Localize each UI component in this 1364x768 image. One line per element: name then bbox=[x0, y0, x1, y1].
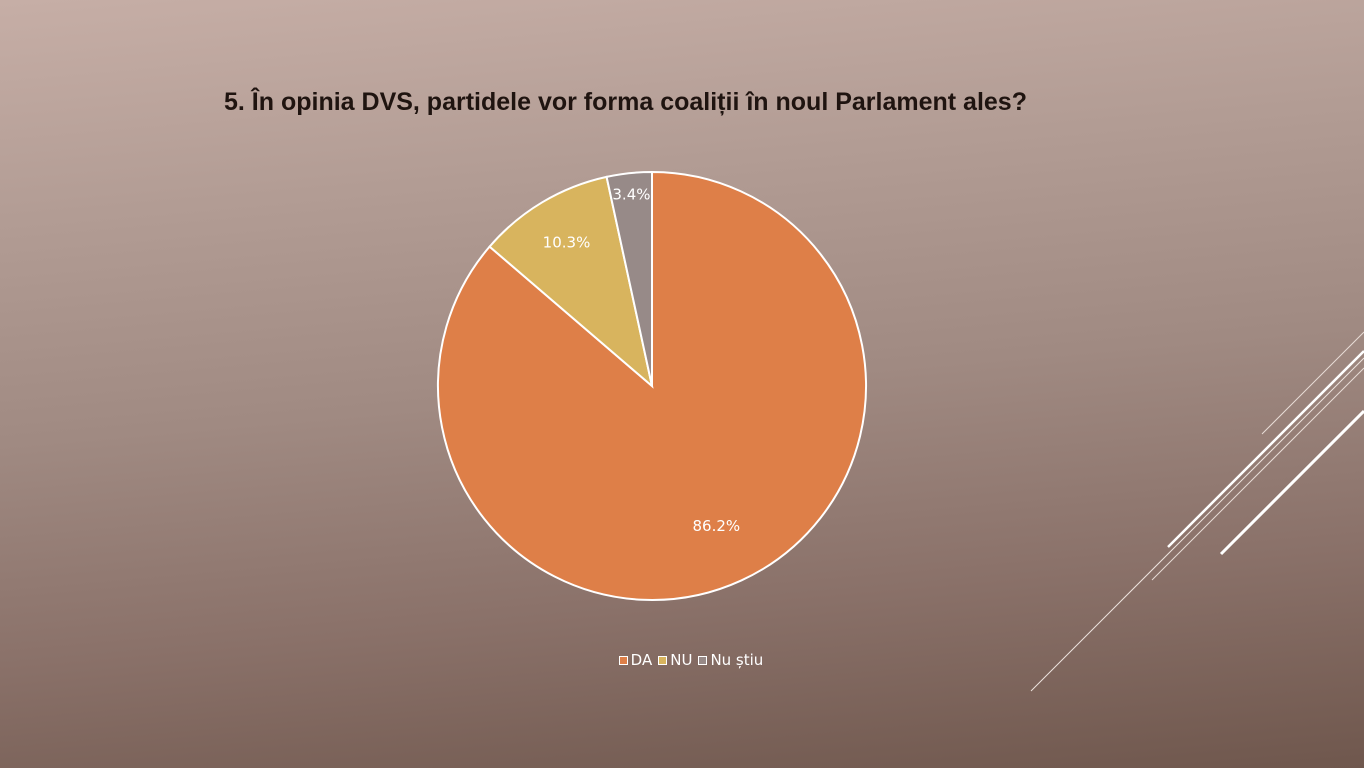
legend-swatch-nu bbox=[658, 655, 668, 665]
chart-legend: DA NU Nu știu bbox=[0, 651, 1364, 669]
chart-title: 5. În opinia DVS, partidele vor forma co… bbox=[224, 88, 1027, 116]
pie-slice-2 bbox=[605, 170, 653, 387]
legend-label-nu: NU bbox=[670, 651, 693, 669]
legend-item-da: DA bbox=[618, 651, 653, 669]
data-label-0: 86.2% bbox=[693, 517, 741, 535]
legend-item-nu: NU bbox=[658, 651, 692, 669]
data-label-1: 10.3% bbox=[543, 234, 591, 252]
data-label-2: 3.4% bbox=[612, 185, 650, 203]
pie-slice-1 bbox=[488, 175, 654, 389]
legend-swatch-nu-stiu bbox=[698, 655, 708, 665]
pie-labels: 86.2% 10.3% 3.4% bbox=[543, 185, 741, 535]
pie-slices bbox=[437, 170, 867, 601]
legend-swatch-da bbox=[618, 655, 628, 665]
legend-label-da: DA bbox=[630, 651, 653, 669]
legend-label-nu-stiu: Nu știu bbox=[710, 651, 764, 669]
legend-item-nu-stiu: Nu știu bbox=[698, 651, 763, 669]
